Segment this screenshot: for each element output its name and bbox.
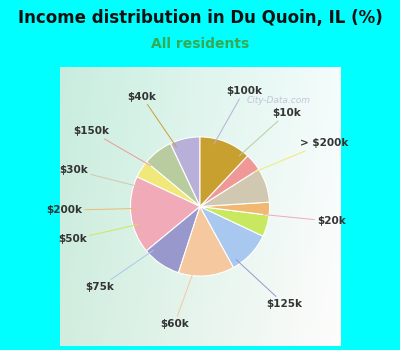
Wedge shape: [200, 206, 263, 267]
Text: $40k: $40k: [128, 92, 176, 147]
Text: $200k: $200k: [46, 205, 136, 215]
Text: All residents: All residents: [151, 37, 249, 51]
Text: $60k: $60k: [160, 270, 194, 329]
Text: $150k: $150k: [73, 126, 151, 166]
Wedge shape: [200, 156, 259, 206]
Wedge shape: [200, 202, 270, 215]
Wedge shape: [146, 206, 200, 273]
Wedge shape: [200, 137, 248, 206]
Text: $20k: $20k: [264, 215, 346, 226]
Wedge shape: [170, 137, 200, 206]
Text: $10k: $10k: [239, 108, 301, 156]
Text: Income distribution in Du Quoin, IL (%): Income distribution in Du Quoin, IL (%): [18, 9, 382, 27]
Text: $50k: $50k: [58, 224, 138, 244]
Text: $100k: $100k: [214, 86, 262, 144]
Wedge shape: [200, 206, 269, 236]
Text: $30k: $30k: [59, 165, 139, 187]
Text: > $200k: > $200k: [254, 138, 348, 172]
Text: $125k: $125k: [236, 259, 302, 309]
Wedge shape: [178, 206, 234, 276]
Text: $75k: $75k: [85, 250, 153, 292]
Text: City-Data.com: City-Data.com: [246, 96, 310, 105]
Wedge shape: [200, 169, 270, 206]
Wedge shape: [130, 177, 200, 251]
Wedge shape: [146, 144, 200, 206]
Wedge shape: [137, 162, 200, 206]
